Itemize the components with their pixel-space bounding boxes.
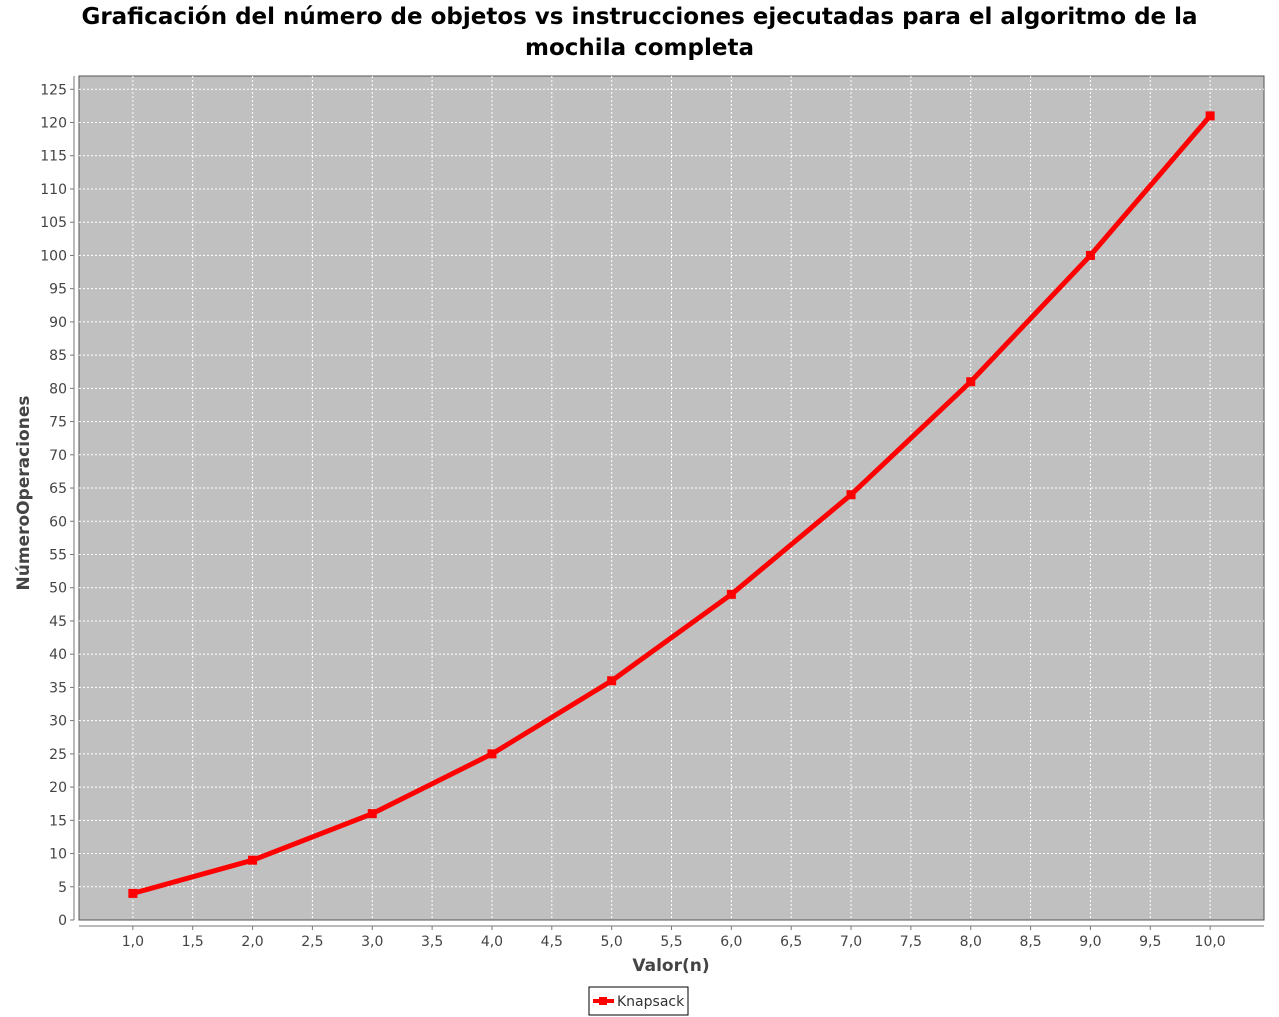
- y-tick-label: 10: [49, 847, 67, 863]
- data-point: [726, 589, 736, 599]
- x-tick-label: 5,0: [601, 934, 623, 950]
- grid-lines: [79, 76, 1264, 920]
- series-line: [130, 113, 1213, 896]
- data-point: [846, 490, 856, 500]
- y-tick-label: 60: [49, 514, 67, 530]
- x-tick-label: 2,0: [241, 934, 263, 950]
- x-axis-ticks: 1,0 1,5 2,0 2,5 3,0 3,5 4,0 4,5 5,0 5,5 6,0 6,5 7,0 7…: [122, 926, 1226, 950]
- x-tick-label: 6,0: [720, 934, 742, 950]
- x-tick-label: 5,5: [660, 934, 682, 950]
- data-point: [248, 855, 258, 865]
- y-tick-label: 80: [49, 381, 67, 397]
- y-tick-label: 105: [40, 215, 67, 231]
- y-tick-label: 120: [40, 116, 67, 132]
- data-point: [1205, 111, 1215, 121]
- y-tick-label: 110: [40, 182, 67, 198]
- legend: Knapsack: [588, 986, 689, 1016]
- legend-swatch-marker: [599, 997, 607, 1005]
- series-layer: [128, 111, 1215, 898]
- y-tick-label: 100: [40, 248, 67, 264]
- y-tick-label: 115: [40, 149, 67, 165]
- data-point: [1085, 250, 1095, 260]
- y-tick-label: 15: [49, 813, 67, 829]
- y-tick-label: 5: [58, 880, 67, 896]
- y-axis-title: NúmeroOperaciones: [14, 396, 34, 591]
- data-point: [487, 749, 497, 759]
- x-tick-label: 7,5: [900, 934, 922, 950]
- x-tick-label: 7,0: [840, 934, 862, 950]
- data-point: [966, 377, 976, 387]
- legend-label: Knapsack: [617, 994, 685, 1010]
- x-tick-label: 2,5: [301, 934, 323, 950]
- x-tick-label: 4,5: [541, 934, 563, 950]
- y-tick-label: 45: [49, 614, 67, 630]
- data-point: [607, 676, 617, 686]
- y-tick-label: 25: [49, 747, 67, 763]
- x-tick-label: 3,0: [361, 934, 383, 950]
- y-tick-label: 95: [49, 282, 67, 298]
- y-tick-label: 75: [49, 415, 67, 431]
- data-point: [128, 888, 138, 898]
- x-tick-label: 10,0: [1195, 934, 1226, 950]
- y-tick-label: 65: [49, 481, 67, 497]
- y-tick-label: 20: [49, 780, 67, 796]
- x-tick-label: 9,0: [1079, 934, 1101, 950]
- y-tick-label: 55: [49, 547, 67, 563]
- y-tick-label: 90: [49, 315, 67, 331]
- x-tick-label: 1,0: [122, 934, 144, 950]
- x-tick-label: 4,0: [481, 934, 503, 950]
- x-tick-label: 6,5: [780, 934, 802, 950]
- x-tick-label: 8,0: [960, 934, 982, 950]
- x-axis-title: Valor(n): [632, 956, 709, 976]
- x-tick-label: 3,5: [421, 934, 443, 950]
- data-point: [367, 809, 377, 819]
- chart-title: Graficación del número de objetos vs ins…: [81, 4, 1198, 61]
- y-tick-label: 70: [49, 448, 67, 464]
- y-tick-label: 50: [49, 581, 67, 597]
- y-tick-label: 85: [49, 348, 67, 364]
- y-tick-label: 40: [49, 647, 67, 663]
- y-tick-label: 30: [49, 714, 67, 730]
- y-axis-ticks: 0 5 10 15 20 25 30 35 40 45 50 55 60 65 70 75 80 85 90 95 10…: [40, 82, 74, 929]
- x-tick-label: 1,5: [182, 934, 204, 950]
- y-tick-label: 35: [49, 680, 67, 696]
- y-tick-label: 125: [40, 82, 67, 98]
- y-tick-label: 0: [58, 913, 67, 929]
- x-tick-label: 8,5: [1019, 934, 1041, 950]
- x-tick-label: 9,5: [1139, 934, 1161, 950]
